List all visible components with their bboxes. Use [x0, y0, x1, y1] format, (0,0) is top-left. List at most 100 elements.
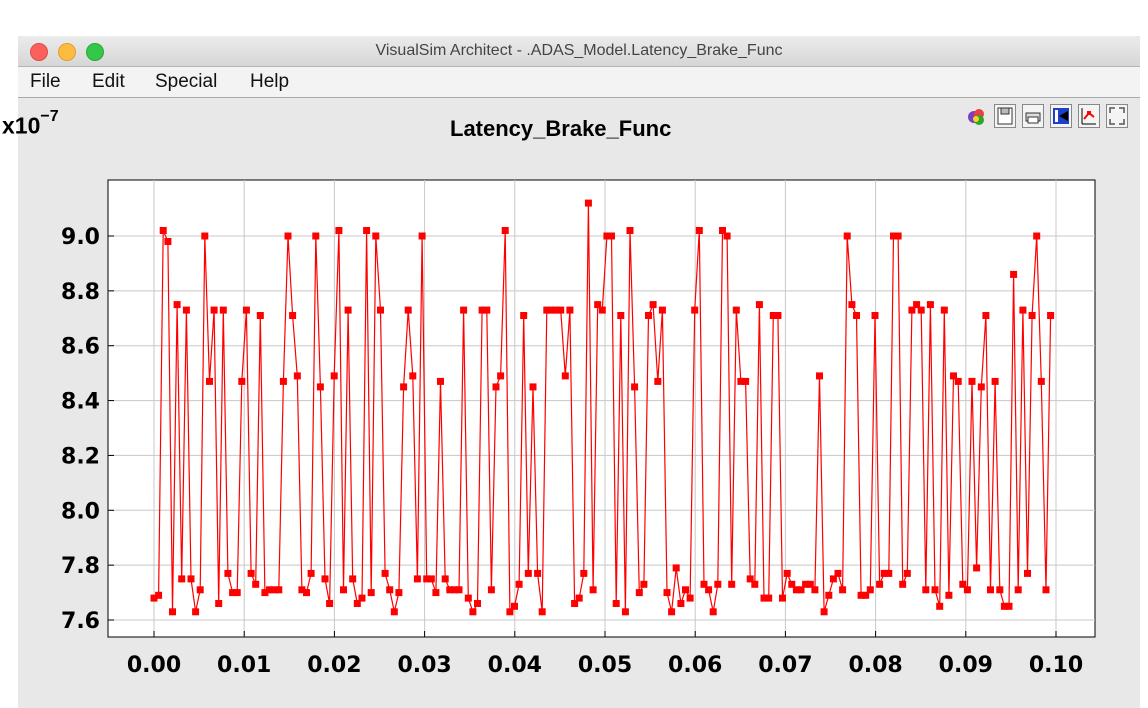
data-point-marker	[755, 301, 763, 309]
data-point-marker	[751, 580, 759, 588]
data-point-marker	[478, 306, 486, 314]
x-tick-label: 0.03	[397, 653, 451, 678]
data-point-marker	[529, 383, 537, 391]
data-point-marker	[423, 575, 431, 583]
data-point-marker	[270, 586, 278, 594]
data-point-marker	[686, 594, 694, 602]
data-point-marker	[363, 227, 371, 234]
maximize-window-button[interactable]	[86, 43, 104, 61]
data-point-marker	[381, 569, 389, 577]
y-tick-label: 8.6	[61, 335, 100, 360]
data-point-marker	[538, 608, 546, 616]
data-point-marker	[483, 306, 491, 314]
data-point-marker	[792, 586, 800, 594]
data-point-marker	[437, 377, 444, 385]
data-point-marker	[806, 580, 814, 588]
data-point-marker	[765, 594, 773, 602]
data-point-marker	[959, 580, 967, 588]
data-point-marker	[635, 589, 643, 597]
data-point-marker	[825, 591, 833, 599]
data-point-marker	[621, 608, 629, 616]
x-tick-label: 0.01	[217, 653, 271, 678]
data-point-marker	[524, 569, 532, 577]
data-point-marker	[275, 586, 283, 594]
plot-area	[107, 179, 1096, 638]
x-tick-label: 0.02	[307, 653, 361, 678]
menu-file[interactable]: File	[30, 71, 61, 92]
data-point-marker	[880, 569, 888, 577]
data-point-marker	[256, 312, 264, 319]
data-point-marker	[543, 306, 551, 314]
data-point-marker	[515, 580, 523, 588]
data-point-marker	[358, 594, 366, 602]
data-point-marker	[229, 589, 237, 597]
data-point-marker	[1010, 270, 1018, 278]
data-point-marker	[460, 306, 468, 314]
data-point-marker	[649, 301, 657, 309]
data-point-marker	[155, 591, 163, 599]
print-icon[interactable]	[1022, 104, 1044, 128]
data-point-marker	[446, 586, 454, 594]
data-point-marker	[640, 580, 648, 588]
data-point-marker	[367, 589, 375, 597]
data-point-marker	[691, 306, 699, 314]
data-point-marker	[501, 227, 509, 234]
data-point-marker	[857, 591, 865, 599]
data-point-marker	[215, 600, 223, 607]
data-point-marker	[940, 306, 948, 314]
menu-edit[interactable]: Edit	[92, 71, 125, 92]
data-point-marker	[321, 575, 329, 583]
fill-icon[interactable]	[1078, 104, 1100, 128]
data-point-marker	[575, 594, 583, 602]
data-point-marker	[464, 594, 472, 602]
data-point-marker	[885, 569, 893, 577]
menu-help[interactable]: Help	[250, 71, 290, 92]
data-point-marker	[548, 306, 555, 314]
x-tick-label: 0.04	[488, 653, 542, 678]
data-point-marker	[783, 569, 791, 577]
plot-title: Latency_Brake_Func	[450, 116, 672, 141]
data-point-marker	[242, 306, 250, 314]
data-point-marker	[1024, 569, 1031, 577]
reset-axes-icon[interactable]	[1050, 104, 1072, 128]
data-point-marker	[487, 586, 495, 594]
data-point-marker	[922, 586, 930, 594]
data-point-marker	[926, 301, 934, 309]
data-point-marker	[561, 372, 569, 380]
y-tick-label: 7.8	[61, 554, 100, 579]
data-point-marker	[552, 306, 560, 314]
data-point-marker	[210, 306, 218, 314]
close-window-button[interactable]	[30, 43, 48, 61]
data-point-marker	[224, 569, 232, 577]
data-point-marker	[307, 569, 315, 577]
data-point-marker	[811, 586, 819, 594]
y-tick-label: 8.2	[61, 444, 100, 469]
data-point-marker	[950, 372, 957, 380]
fullscreen-icon[interactable]	[1106, 104, 1128, 128]
x-tick-label: 0.07	[758, 653, 812, 678]
menu-special[interactable]: Special	[155, 71, 218, 92]
data-point-marker	[390, 608, 398, 616]
save-icon[interactable]	[994, 104, 1016, 128]
data-point-marker	[182, 306, 190, 314]
data-point-marker	[252, 580, 260, 588]
data-point-marker	[284, 232, 292, 240]
data-point-marker	[954, 377, 962, 385]
data-point-marker	[936, 602, 944, 610]
data-point-marker	[820, 608, 828, 616]
data-point-marker	[612, 600, 620, 607]
plot-toolbar	[966, 104, 1136, 130]
data-point-marker	[802, 580, 810, 588]
palette-icon[interactable]	[966, 104, 988, 128]
data-point-marker	[377, 306, 384, 314]
data-point-marker	[968, 377, 976, 385]
data-point-marker	[326, 600, 334, 607]
minimize-window-button[interactable]	[58, 43, 76, 61]
data-point-marker	[903, 569, 911, 577]
data-point-marker	[233, 589, 241, 597]
data-point-marker	[566, 306, 574, 314]
data-point-marker	[206, 377, 213, 385]
data-point-marker	[455, 586, 463, 594]
data-point-marker	[982, 312, 990, 319]
data-point-marker	[571, 600, 579, 607]
